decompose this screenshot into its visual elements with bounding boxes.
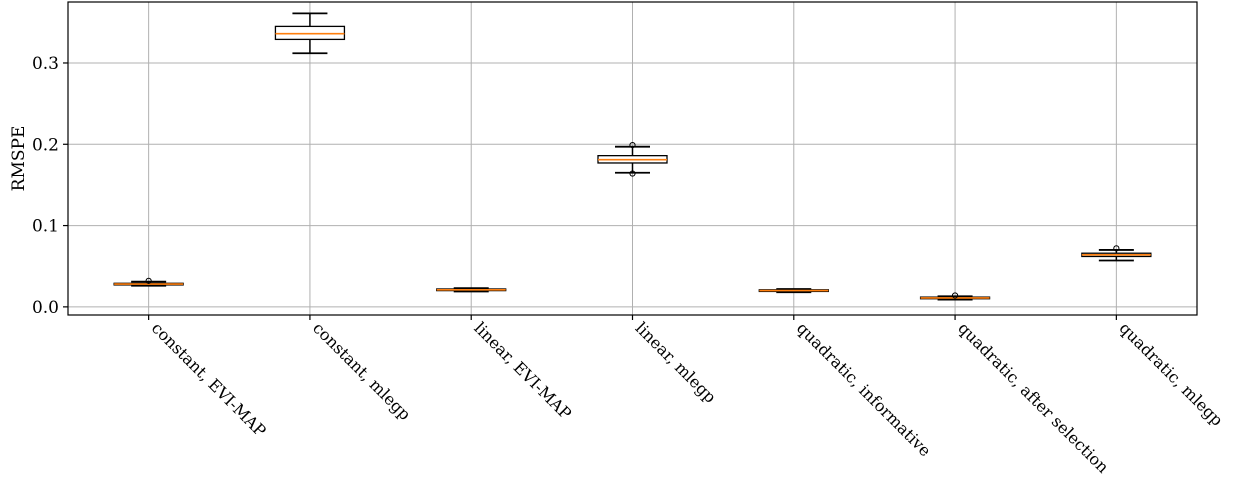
box-plot-group [919, 292, 991, 301]
outlier-point [629, 141, 636, 149]
box-iqr [274, 25, 346, 41]
box-plot-group [274, 12, 346, 55]
box-plot-group [436, 287, 507, 293]
y-axis-title: RMSPE [9, 126, 29, 192]
box-plot-group [113, 277, 184, 287]
y-tick-label: 0.1 [32, 217, 59, 237]
box-series [113, 12, 1152, 301]
y-tick-label: 0.0 [32, 298, 59, 318]
x-category-label: linear, mlegp [632, 318, 720, 406]
x-category-label: constant, EVI-MAP [148, 318, 270, 440]
grid-lines [68, 2, 1197, 315]
box-plot-group [758, 288, 829, 294]
y-axis: 0.0 0.1 0.2 0.3 [32, 54, 68, 318]
outlier-point [951, 292, 959, 299]
x-category-label: linear, EVI-MAP [470, 318, 575, 423]
x-axis: constant, EVI-MAP constant, mlegp linear, … [148, 315, 1227, 477]
box-plot-group [597, 141, 668, 177]
x-category-label: quadratic, informative [793, 318, 935, 460]
x-category-label: quadratic, mlegp [1116, 318, 1227, 429]
outlier-point [629, 170, 636, 177]
box-plot-group [1081, 245, 1152, 262]
y-tick-label: 0.3 [32, 54, 59, 74]
outlier-point [1113, 245, 1120, 252]
outlier-point [145, 277, 152, 284]
x-category-label: quadratic, after selection [954, 318, 1112, 476]
y-tick-label: 0.2 [32, 135, 59, 155]
x-category-label: constant, mlegp [309, 318, 415, 424]
